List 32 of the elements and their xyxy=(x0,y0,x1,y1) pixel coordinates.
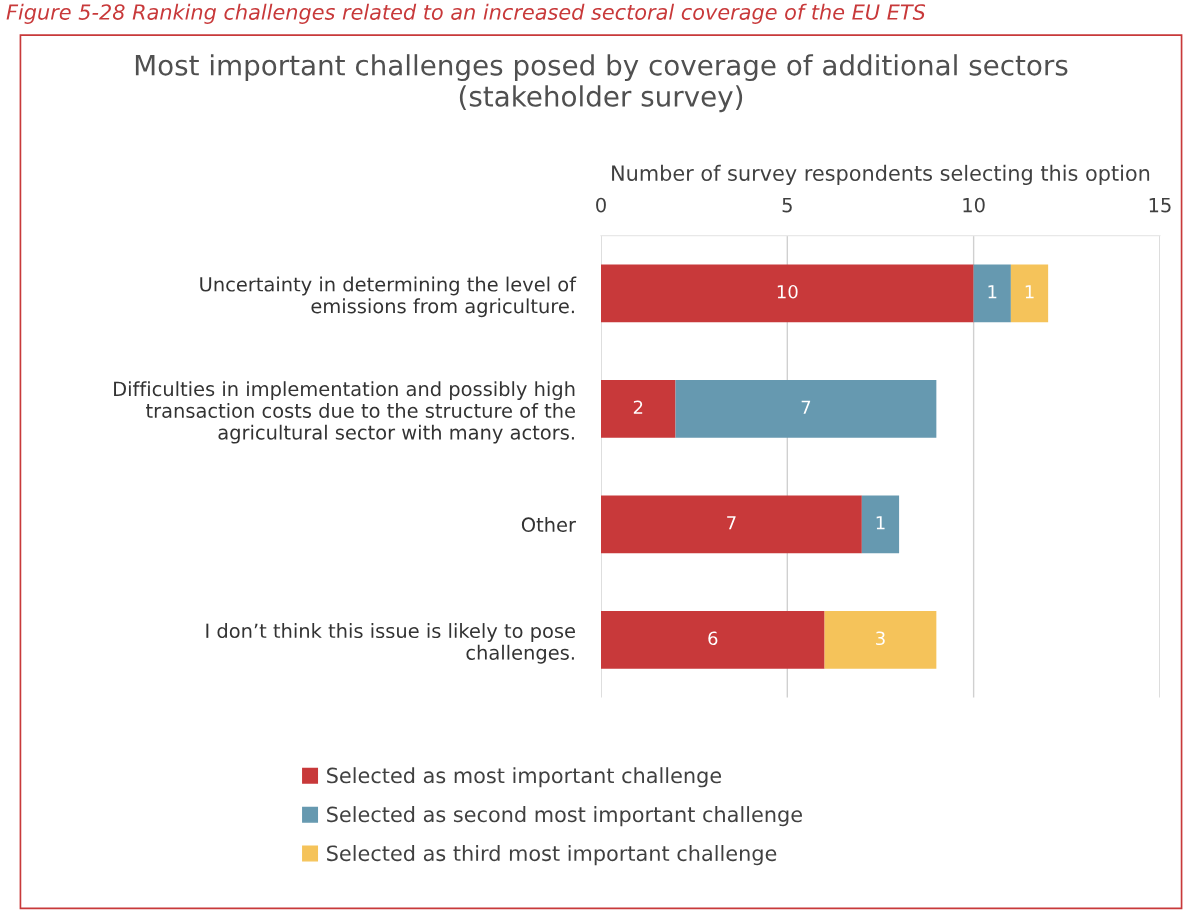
x-tick-label: 0 xyxy=(596,197,606,213)
legend-label: Selected as second most important challenge xyxy=(327,806,802,827)
y-tick-label: Other xyxy=(521,516,576,533)
x-tick-label: 10 xyxy=(963,197,985,213)
data-label: 1 xyxy=(988,285,997,299)
legend-label: Selected as third most important challenge xyxy=(327,845,777,866)
data-label: 7 xyxy=(727,516,736,530)
x-tick-label: 5 xyxy=(782,197,792,213)
data-label: 7 xyxy=(801,400,811,414)
data-label: 3 xyxy=(876,631,885,646)
x-tick-label: 15 xyxy=(1149,197,1171,213)
bar xyxy=(601,610,825,669)
y-tick-label: I don’t think this issue is likely to pose challenges. xyxy=(206,623,575,664)
caption: Figure 5-28 Ranking challenges related to an increased sectoral coverage of the EU ETS xyxy=(6,3,926,24)
data-label: 1 xyxy=(876,516,885,530)
bar xyxy=(861,495,900,554)
y-tick-label: Difficulties in implementation and possibly high transaction costs due to the structure of the agricultural sector with many actors. xyxy=(114,381,575,444)
bar xyxy=(601,264,974,323)
bar xyxy=(601,379,676,438)
bar xyxy=(824,610,937,669)
bar xyxy=(601,495,862,554)
data-label: 1 xyxy=(1025,285,1034,299)
data-label: 2 xyxy=(633,400,643,414)
data-label: 6 xyxy=(708,631,718,646)
bar xyxy=(1010,264,1049,323)
legend-label: Selected as most important challenge xyxy=(327,767,722,788)
data-label: 10 xyxy=(777,284,798,299)
bar xyxy=(675,379,937,438)
chart-title: Most important challenges posed by coverage of additional sectors (stakeholder survey) xyxy=(135,54,1068,113)
bar xyxy=(973,264,1011,323)
y-tick-label: Uncertainty in determining the level of emissions from agriculture. xyxy=(200,276,577,318)
x-axis-title: Number of survey respondents selecting this option xyxy=(612,164,1150,186)
